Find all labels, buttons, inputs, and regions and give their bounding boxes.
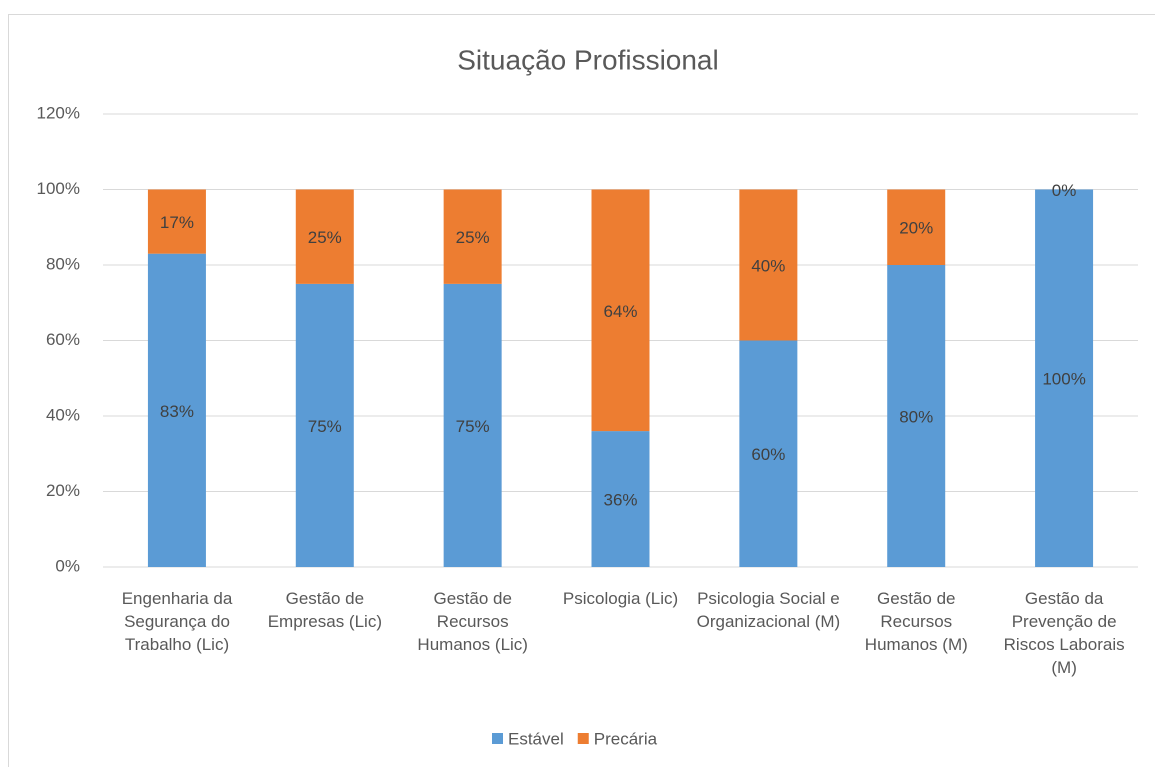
bar-segment [739,189,798,341]
x-tick-label: Gestão de Recursos Humanos (M) [864,589,968,654]
data-label: 60% [751,445,785,464]
data-label: 83% [160,402,194,421]
legend-label: Precária [594,729,658,748]
data-label: 40% [751,256,785,275]
legend-label: Estável [508,729,564,748]
data-label: 80% [899,407,933,426]
x-tick-label: Gestão da Prevenção de Riscos Laborais (… [1003,589,1125,677]
y-tick-label: 40% [46,405,80,424]
data-label: 20% [899,219,933,238]
data-label: 75% [308,417,342,436]
x-tick-label: Psicologia (Lic) [562,589,679,608]
y-tick-label: 80% [46,254,80,273]
y-tick-label: 60% [46,330,80,349]
chart-title: Situação Profissional [457,44,718,75]
data-label: 100% [1042,370,1085,389]
bar-segment [887,265,946,567]
bar-segment [591,189,650,432]
data-label: 36% [603,491,637,510]
y-tick-label: 20% [46,481,80,500]
bar-segment [295,283,354,567]
data-label: 75% [456,417,490,436]
data-label: 17% [160,213,194,232]
x-tick-label: Gestão de Recursos Humanos (Lic) [417,589,528,654]
bar-segment [443,189,502,284]
data-label: 64% [603,302,637,321]
bar-segment [591,431,650,567]
data-label: 25% [456,228,490,247]
bar-segment [443,283,502,567]
data-label: 0% [1052,181,1077,200]
bar-segment [147,253,206,568]
data-label: 25% [308,228,342,247]
bar-segment [1035,189,1094,567]
bar-segment [739,340,798,567]
bar-segment [887,189,946,265]
bar-segment [295,189,354,284]
bar-segment [147,189,206,254]
legend-swatch [492,733,503,744]
y-tick-label: 120% [37,103,80,122]
x-tick-label: Gestão de Empresas (Lic) [267,589,382,631]
legend-swatch [577,733,589,744]
y-tick-label: 0% [55,556,80,575]
x-tick-label: Engenharia da Segurança do Trabalho (Lic… [121,589,233,654]
x-tick-label: Psicologia Social e Organizacional (M) [696,589,841,631]
y-tick-label: 100% [37,179,80,198]
